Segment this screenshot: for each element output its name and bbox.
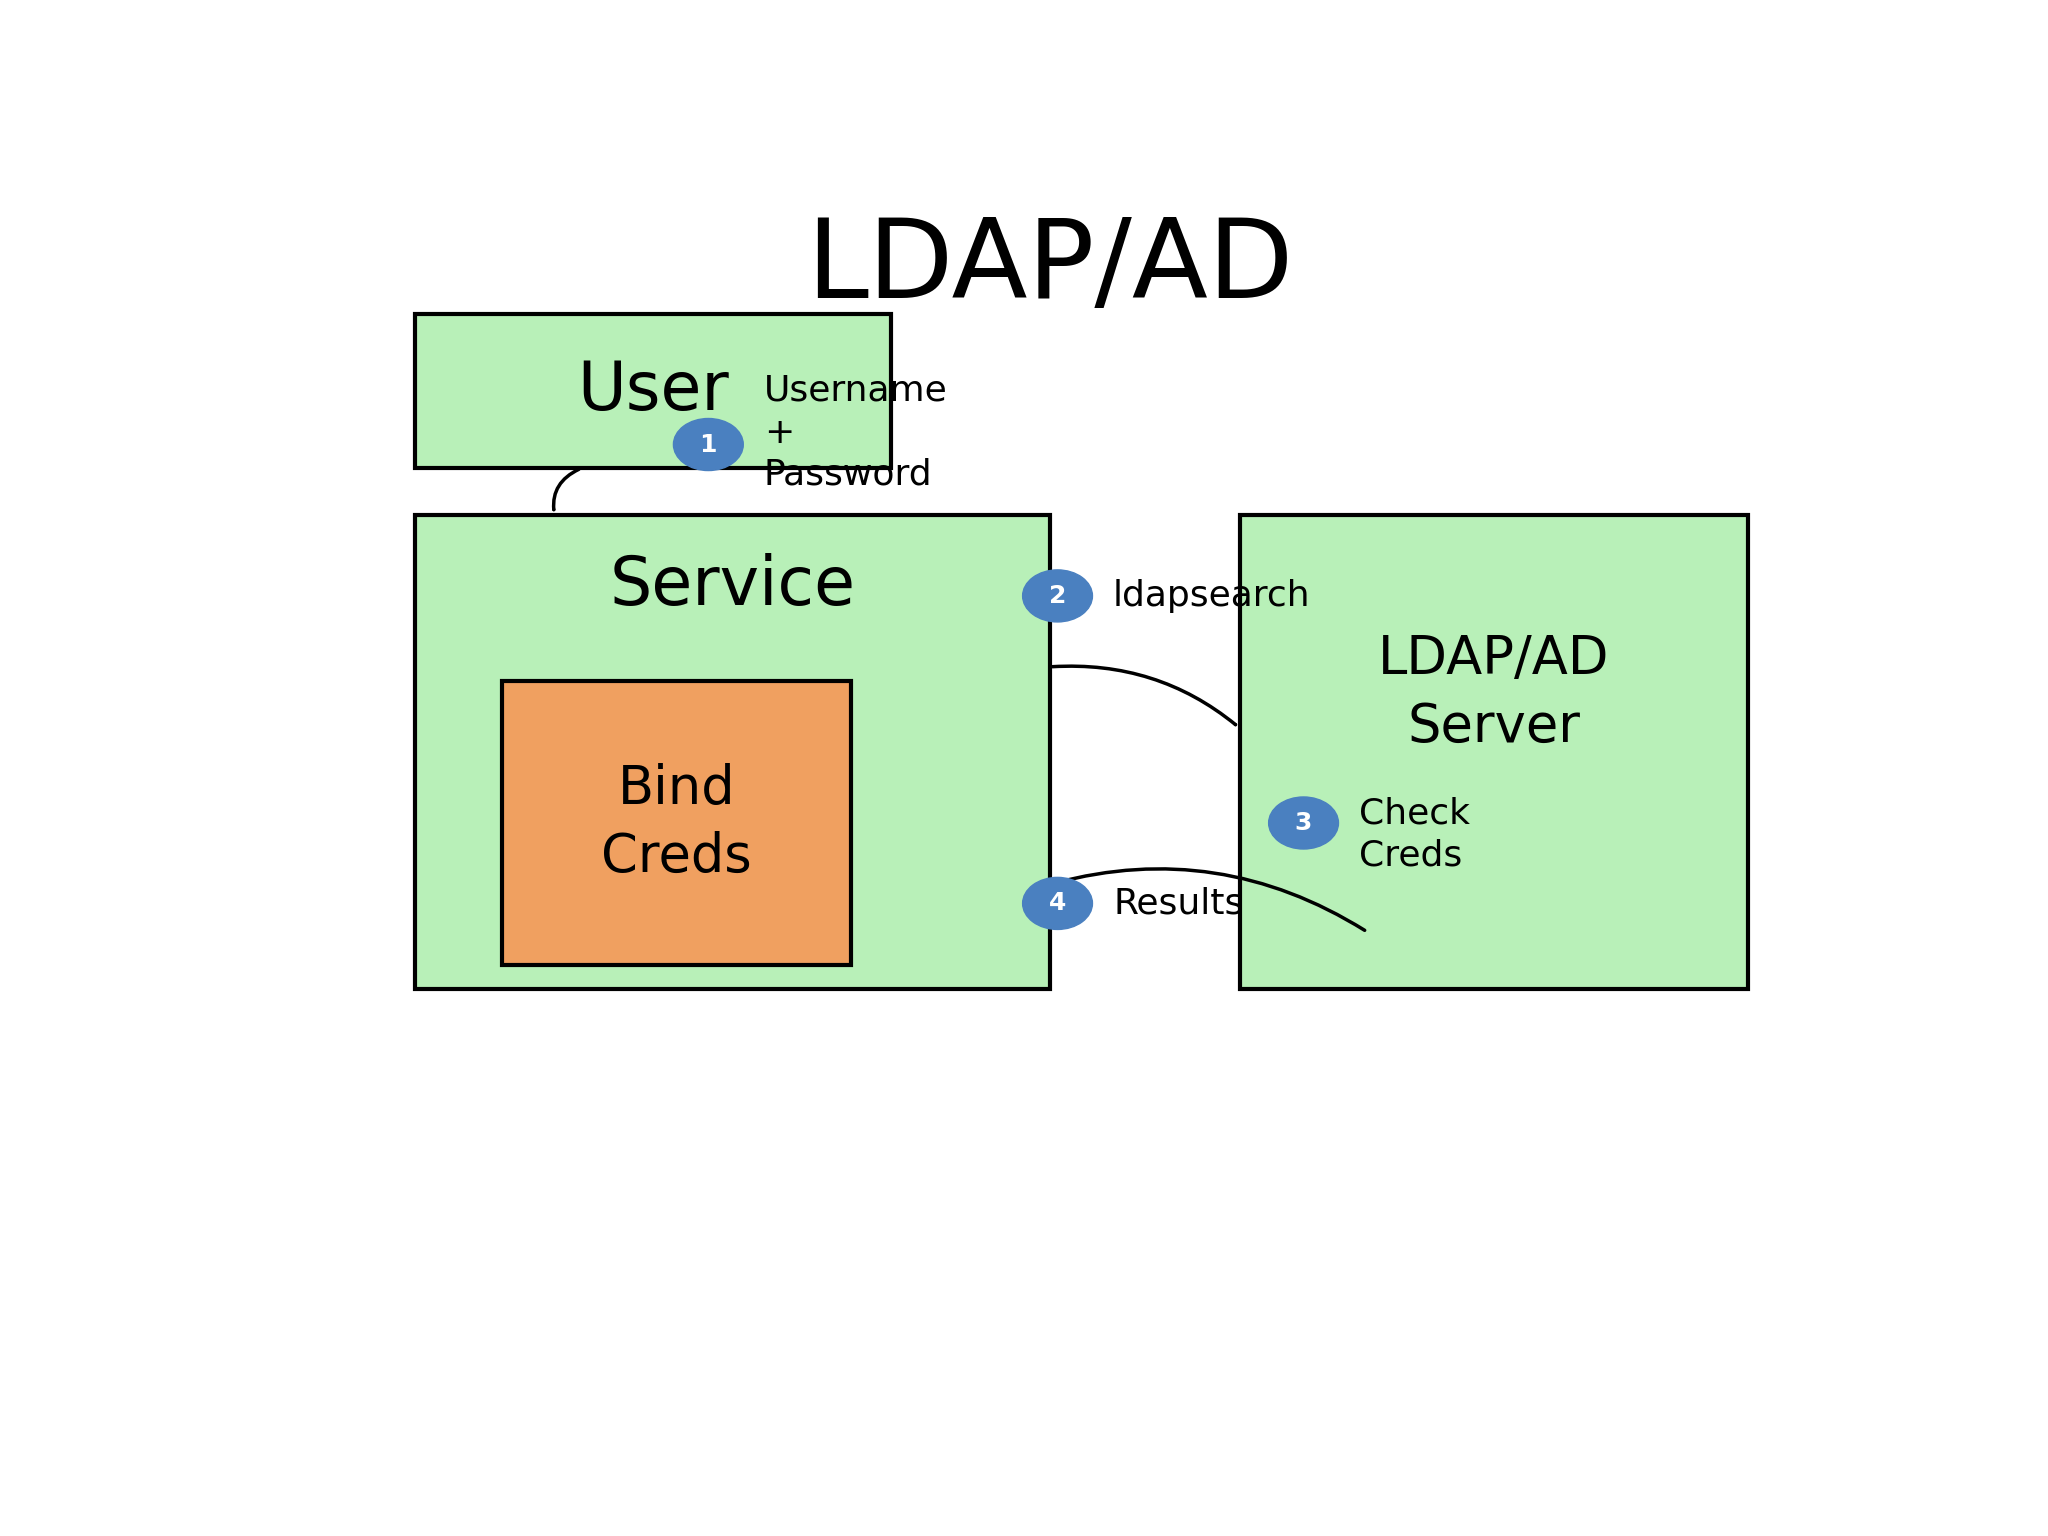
Text: Results: Results — [1114, 886, 1243, 920]
FancyArrowPatch shape — [1053, 667, 1235, 725]
Circle shape — [1022, 570, 1092, 622]
Text: LDAP/AD
Server: LDAP/AD Server — [1378, 633, 1610, 753]
FancyArrowPatch shape — [553, 470, 580, 510]
FancyBboxPatch shape — [502, 680, 852, 965]
Circle shape — [1268, 797, 1339, 849]
FancyBboxPatch shape — [414, 315, 891, 468]
Text: 4: 4 — [1049, 891, 1067, 915]
FancyArrowPatch shape — [1055, 869, 1364, 931]
Text: User: User — [578, 358, 729, 424]
Text: LDAP/AD: LDAP/AD — [805, 214, 1294, 321]
Text: Check
Creds: Check Creds — [1360, 797, 1470, 872]
Circle shape — [674, 418, 743, 470]
Text: Username
+
Password: Username + Password — [764, 373, 948, 492]
Text: Bind
Creds: Bind Creds — [602, 763, 752, 883]
Text: 2: 2 — [1049, 584, 1067, 608]
FancyBboxPatch shape — [414, 516, 1049, 989]
Text: Service: Service — [608, 553, 856, 619]
Circle shape — [1022, 877, 1092, 929]
Text: ldapsearch: ldapsearch — [1114, 579, 1311, 613]
Text: 1: 1 — [700, 433, 717, 456]
Text: 3: 3 — [1294, 811, 1313, 836]
FancyBboxPatch shape — [1239, 516, 1747, 989]
